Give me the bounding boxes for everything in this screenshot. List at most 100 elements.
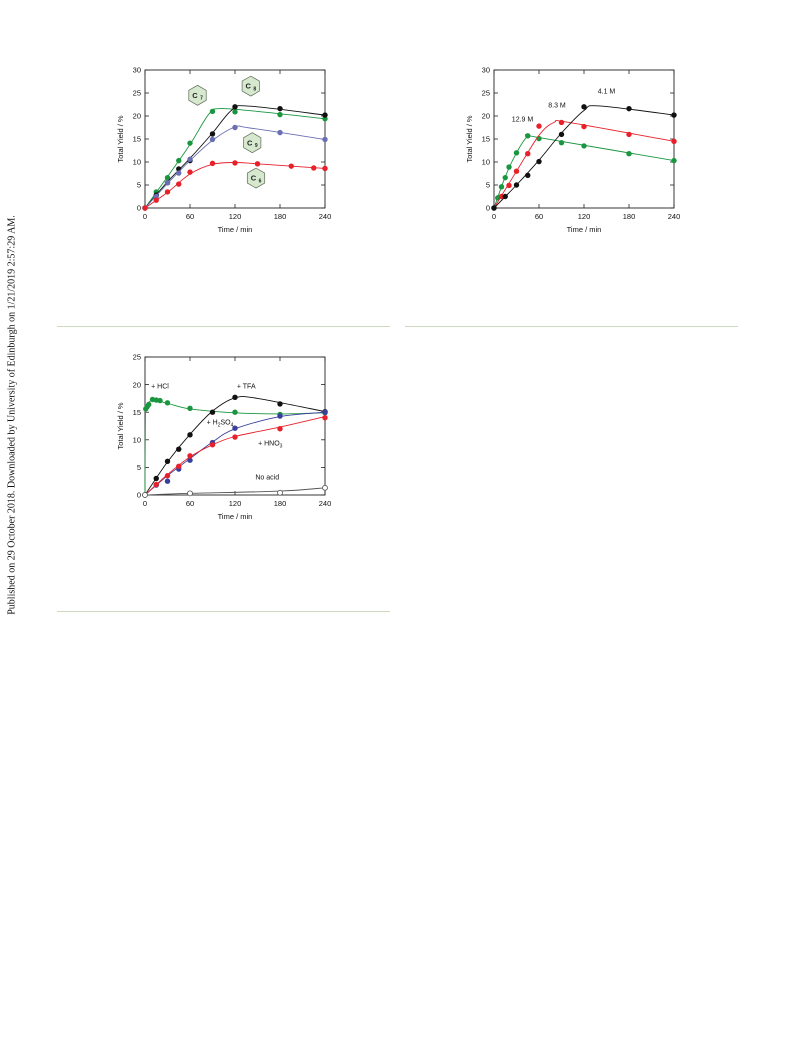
data-point-8-3-m (581, 123, 587, 130)
data-point-no-acid (322, 484, 328, 491)
x-tick-label: 240 (319, 212, 332, 221)
y-tick-label: 25 (133, 353, 141, 362)
data-point-tfa (232, 394, 238, 400)
x-tick-label: 60 (186, 212, 194, 221)
data-point-c8 (277, 105, 283, 112)
data-point-hcl (232, 409, 238, 415)
data-point-4-1-m (525, 172, 531, 179)
series-label-subscript: 6 (259, 178, 262, 184)
data-point-12-9-m (558, 139, 565, 146)
annotation-label: + TFA (237, 383, 256, 390)
data-point-4-1-m (626, 105, 632, 112)
data-point-8-3-m (498, 193, 505, 200)
data-point-12-9-m (506, 164, 512, 170)
chart-concentration-yield: 0 60 120 180 240 0 5 10 15 20 25 30 Time / min Total … (457, 60, 687, 245)
series-line-8-3-m (493, 119, 675, 209)
data-point-c6 (254, 161, 261, 167)
data-point-tfa (209, 409, 216, 415)
data-point-c7 (232, 109, 238, 115)
data-point-c6 (153, 197, 159, 203)
data-point-c6 (142, 205, 148, 211)
annotation-subscript: 4 (231, 422, 234, 428)
data-point-c7 (209, 108, 216, 115)
data-point-8-3-m (671, 138, 677, 144)
data-point-no-acid (187, 490, 193, 497)
data-point-8-3-m (558, 119, 565, 126)
y-tick-label: 20 (133, 380, 141, 389)
hexagon-badge (243, 132, 262, 154)
data-point-tfa (164, 458, 171, 465)
chart-acid-yield: 0 60 120 180 240 0 5 10 15 20 25 Time / min Total Yi… (108, 347, 338, 532)
data-point-c8 (322, 112, 328, 118)
annotation-label: + H2SO4 (207, 419, 234, 428)
data-point-4-1-m (513, 182, 520, 188)
annotation-label: No acid (255, 475, 279, 482)
data-point-c9 (187, 156, 193, 162)
data-point-8-3-m (626, 131, 632, 138)
data-point-c9 (232, 124, 238, 131)
series-label: C (246, 82, 252, 91)
data-point-4-1-m (671, 112, 677, 118)
data-point-12-9-m (502, 174, 508, 181)
figure-divider (405, 326, 738, 327)
figure-divider (57, 611, 390, 612)
data-point-hcl (146, 401, 152, 408)
data-point-c6 (232, 160, 238, 166)
data-point-4-1-m (558, 131, 565, 138)
y-tick-label: 5 (486, 181, 490, 190)
margin-note-text: Published on 29 October 2018. Downloaded… (6, 215, 18, 615)
data-point-hno3 (322, 415, 328, 421)
annotation-label: 8.3 M (548, 102, 566, 109)
x-tick-label: 60 (186, 499, 194, 508)
data-point-hcl (187, 405, 193, 412)
annotation-subscript: 2 (218, 422, 221, 428)
data-point-h2so4 (322, 409, 328, 415)
x-tick-label: 120 (578, 212, 591, 221)
x-tick-label: 0 (492, 212, 496, 221)
data-point-12-9-m (498, 184, 505, 190)
data-point-no-acid (277, 489, 283, 496)
data-point-c7 (164, 174, 171, 181)
y-tick-label: 10 (482, 158, 490, 167)
chart-2-svg: 0 60 120 180 240 0 5 10 15 20 25 Time / min Total Yi… (116, 353, 332, 521)
data-point-tfa (153, 475, 159, 482)
series-line-h2so4 (144, 411, 326, 496)
data-point-c6 (209, 160, 216, 167)
data-point-c8 (232, 104, 238, 110)
x-tick-label: 120 (229, 499, 242, 508)
data-point-c9 (176, 170, 182, 176)
x-tick-label: 240 (319, 499, 332, 508)
y-tick-label: 0 (486, 204, 490, 213)
data-point-c9 (164, 180, 171, 186)
y-tick-label: 10 (133, 436, 141, 445)
publication-margin-note: Published on 29 October 2018. Downloaded… (2, 190, 22, 640)
annotation-subscript: 3 (280, 443, 283, 449)
plot-frame (144, 69, 326, 209)
annotation-label: + HCl (151, 383, 169, 390)
y-tick-label: 20 (133, 112, 141, 121)
data-point-8-3-m (525, 151, 531, 157)
plot-frame (493, 69, 675, 209)
data-point-hno3 (209, 442, 216, 448)
series-label-subscript: 9 (255, 143, 258, 149)
y-tick-label: 0 (137, 491, 141, 500)
y-tick-label: 5 (137, 463, 141, 472)
x-axis-title: Time / min (567, 225, 602, 234)
data-point-hcl (157, 397, 163, 404)
y-tick-label: 10 (133, 158, 141, 167)
series-line-c7 (144, 108, 326, 209)
data-point-12-9-m (581, 143, 587, 149)
data-point-c7 (176, 157, 182, 164)
x-tick-label: 60 (535, 212, 543, 221)
data-point-12-9-m (513, 150, 520, 156)
data-point-h2so4 (277, 413, 283, 419)
data-point-c8 (209, 131, 216, 137)
data-point-4-1-m (581, 104, 587, 110)
data-point-h2so4 (164, 478, 171, 484)
data-point-c7 (187, 140, 193, 146)
data-point-4-1-m (536, 158, 542, 165)
data-point-c6 (187, 169, 193, 175)
x-tick-label: 120 (229, 212, 242, 221)
y-tick-label: 15 (133, 408, 141, 417)
data-point-8-3-m (513, 168, 520, 174)
